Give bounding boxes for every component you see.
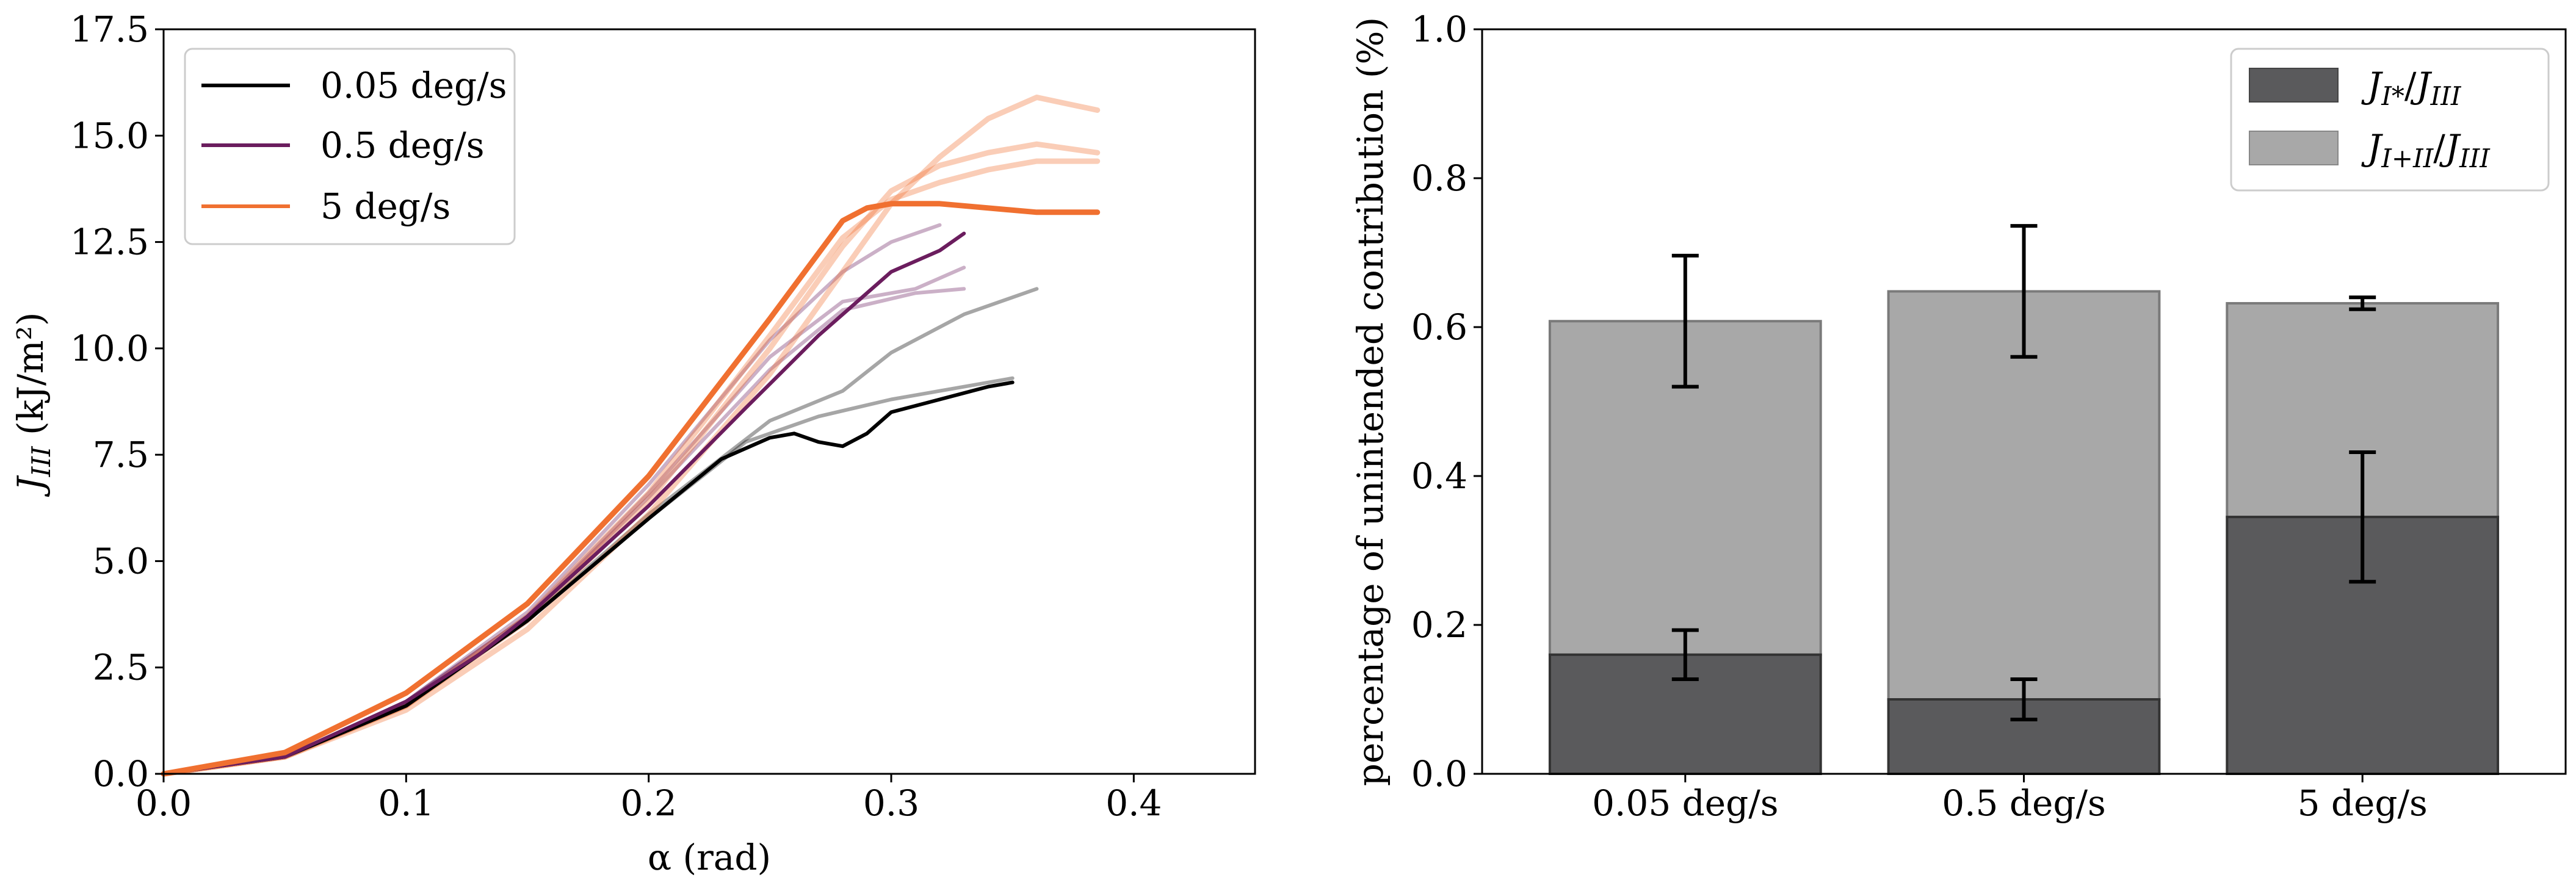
line-series-group <box>161 95 1101 777</box>
y-axis: 0.0 2.5 5.0 7.5 10.0 12.5 15.0 17.5 <box>70 9 164 795</box>
line-legend-box <box>184 48 516 245</box>
bar-y-tick-label: 0.4 <box>1411 455 1467 497</box>
legend-label-0.5: 0.5 deg/s <box>320 124 485 166</box>
y-axis-label: JIII (kJ/m²) <box>10 312 56 497</box>
bar-y-axis-label: percentage of unintended contribution (%… <box>1350 17 1391 786</box>
line-chart-frame <box>162 28 1256 775</box>
y-tick-label: 10.0 <box>70 328 149 369</box>
bar-chart: 0.05 deg/s 0.5 deg/s 5 deg/s 0.00.20.40.60… <box>1350 9 2567 824</box>
legend-label-5: 5 deg/s <box>320 186 450 227</box>
line-chart: 0.0 0.1 0.2 0.3 0.4 0.0 2.5 5.0 7.5 10.0 12.5 15.0… <box>10 9 1256 878</box>
x-axis: 0.0 0.1 0.2 0.3 0.4 <box>136 774 1162 824</box>
series-line <box>162 223 942 776</box>
y-tick-label: 5.0 <box>93 540 149 582</box>
y-tick-label: 12.5 <box>70 222 149 263</box>
y-tick-label: 0.0 <box>93 753 149 795</box>
y-tick-label: 2.5 <box>93 647 149 688</box>
bar-x-tick-label: 0.05 deg/s <box>1592 782 1778 824</box>
bar-x-tick-label: 5 deg/s <box>2298 782 2428 824</box>
bar-group <box>1548 224 2500 776</box>
bar-x-tick-label: 0.5 deg/s <box>1942 782 2106 824</box>
legend-swatch-j-istar <box>2249 68 2339 103</box>
series-line <box>162 287 1039 776</box>
series-line <box>162 287 966 776</box>
x-tick-label: 0.1 <box>378 782 434 824</box>
line-legend: 0.05 deg/s 0.5 deg/s 5 deg/s <box>184 48 516 245</box>
bar-y-tick-label: 0.8 <box>1411 157 1467 199</box>
bar-y-tick-label: 0.6 <box>1411 306 1467 348</box>
series-line <box>162 265 966 776</box>
legend-label-0.05: 0.05 deg/s <box>320 65 507 106</box>
bar-y-axis: 0.0 0.2 0.4 0.6 0.8 1.0 <box>1411 9 1482 795</box>
x-tick-label: 0.4 <box>1105 782 1162 824</box>
series-line <box>161 201 1101 777</box>
y-tick-label: 7.5 <box>93 434 149 475</box>
y-tick-label: 15.0 <box>70 115 149 156</box>
legend-label-j-i-ii: JI+II/JIII <box>2361 127 2491 173</box>
series-line <box>161 95 1101 777</box>
x-axis-label: α (rad) <box>648 837 771 878</box>
x-tick-label: 0.2 <box>621 782 677 824</box>
bar-y-tick-label: 0.0 <box>1411 753 1467 795</box>
series-line <box>162 231 966 776</box>
series-line <box>162 380 1015 776</box>
bar-upper <box>1887 290 2161 701</box>
bar-y-tick-label: 1.0 <box>1411 9 1467 50</box>
bar-y-tick-label: 0.2 <box>1411 604 1467 646</box>
y-tick-label: 17.5 <box>70 9 149 50</box>
series-line <box>161 158 1101 777</box>
x-tick-label: 0.0 <box>136 782 192 824</box>
bar-legend: JI*/JIII JI+II/JIII <box>2230 48 2550 192</box>
bar-x-axis: 0.05 deg/s 0.5 deg/s 5 deg/s <box>1592 774 2428 824</box>
legend-swatch-j-i-ii <box>2249 131 2339 165</box>
series-line <box>162 376 1015 776</box>
x-tick-label: 0.3 <box>863 782 919 824</box>
